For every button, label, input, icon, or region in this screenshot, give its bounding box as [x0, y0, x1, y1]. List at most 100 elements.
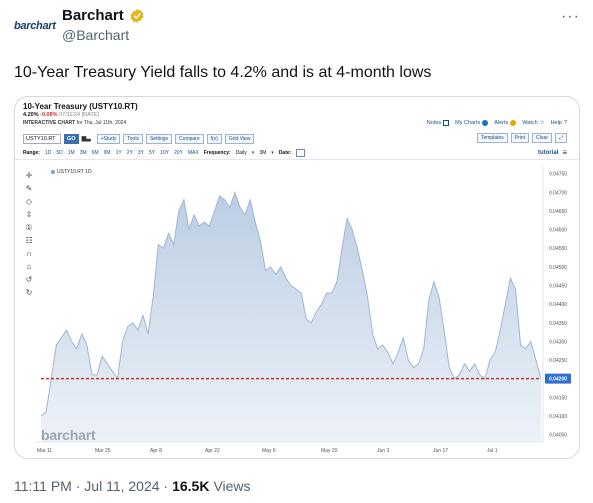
hamburger-menu-icon[interactable]: ≡ — [562, 148, 567, 157]
chart-subtitle-bold: INTERACTIVE CHART — [23, 120, 76, 126]
tweet-header: barchart Barchart @Barchart ··· — [14, 6, 580, 46]
x-tick-label: Jun 17 — [433, 448, 448, 454]
redo-icon[interactable]: ↻ — [25, 288, 33, 297]
range-max[interactable]: MAX — [187, 150, 199, 156]
compare-button[interactable]: Compare — [175, 133, 204, 144]
x-tick-label: Mar 25 — [95, 448, 111, 454]
range-1y[interactable]: 1Y — [115, 150, 122, 156]
alert-icon — [510, 120, 517, 126]
y-tick-label: 0.04300 — [549, 339, 567, 345]
notes-link[interactable]: Notes — [427, 120, 450, 126]
grid-view-button[interactable]: Grid View — [224, 133, 255, 144]
watch-link[interactable]: Watch ☆ — [522, 120, 544, 126]
y-tick-label: 0.04150 — [549, 395, 567, 401]
x-tick-label: Mar 11 — [37, 448, 52, 454]
chart-toolbar: GO ▆▃ +Study Tools Settings Compare f(x)… — [23, 133, 255, 144]
settings-button[interactable]: Settings — [145, 133, 173, 144]
date-label: Date: — [278, 150, 292, 156]
bar-chart-icon[interactable]: ▆▃ — [81, 136, 91, 142]
range-2y[interactable]: 2Y — [126, 150, 133, 156]
chart-subtitle-rest: for Thu, Jul 11th, 2024 — [76, 120, 127, 126]
calendar-icon[interactable] — [296, 149, 306, 157]
legend-swatch — [51, 170, 55, 174]
y-tick-label: 0.04600 — [549, 228, 567, 234]
range-3m[interactable]: 3M — [79, 150, 87, 156]
range-3y[interactable]: 3Y — [137, 150, 144, 156]
x-tick-label: Apr 8 — [150, 448, 162, 454]
chart-subtitle: INTERACTIVE CHART for Thu, Jul 11th, 202… — [23, 120, 126, 126]
range-20y[interactable]: 20Y — [173, 150, 183, 156]
tools-button[interactable]: Tools — [123, 133, 143, 144]
range-5d[interactable]: 5D — [56, 150, 63, 156]
y-tick-label: 0.04650 — [549, 209, 567, 215]
x-tick-label: Apr 22 — [205, 448, 220, 454]
frequency-select[interactable]: Daily — [235, 150, 247, 156]
templates-button[interactable]: Templates — [476, 133, 508, 143]
range-1m[interactable]: 1M — [67, 150, 75, 156]
shapes-icon[interactable]: ◇ — [25, 197, 33, 206]
author-handle[interactable]: @Barchart — [62, 27, 130, 43]
y-tick-label: 0.04100 — [549, 414, 567, 420]
measure-icon[interactable]: ⇳ — [25, 210, 33, 219]
range-label: Range: — [23, 150, 40, 156]
x-tick-label: Jun 3 — [377, 448, 389, 454]
chevron-down-icon[interactable]: ▾ — [251, 150, 255, 156]
fib-icon[interactable]: ① — [25, 223, 33, 232]
chart-title: 10-Year Treasury (USTY10.RT) — [23, 102, 138, 111]
study-button[interactable]: +Study — [96, 133, 121, 144]
range-9m[interactable]: 9M — [103, 150, 111, 156]
help-label: Help — [550, 120, 562, 126]
toolbar-divider — [15, 159, 579, 160]
chart-plot[interactable]: 0.04750 0.04700 0.04650 0.04600 0.04550 0.045… — [15, 160, 580, 459]
help-icon: ? — [563, 120, 567, 126]
tweet-timestamp[interactable]: 11:11 PM · Jul 11, 2024 · — [14, 478, 169, 494]
lock-icon[interactable]: ⌂ — [26, 262, 32, 271]
print-button[interactable]: Print — [510, 133, 530, 143]
y-tick-label: 0.04750 — [549, 172, 567, 178]
chevron-down-icon[interactable]: ▾ — [271, 150, 274, 156]
range-10y[interactable]: 10Y — [160, 150, 169, 156]
range-1d[interactable]: 1D — [44, 150, 52, 156]
author-display-name[interactable]: Barchart — [62, 7, 124, 24]
last-value-box — [545, 373, 571, 384]
alerts-label: Alerts — [494, 120, 509, 126]
y-tick-label: 0.04700 — [549, 190, 567, 196]
tutorial-label: tutorial — [537, 149, 559, 156]
my-charts-link[interactable]: My Charts — [455, 120, 489, 126]
yield-line — [40, 190, 542, 417]
more-options-icon[interactable]: ··· — [561, 8, 580, 25]
symbol-input[interactable] — [23, 133, 61, 144]
clear-button[interactable]: Clear — [532, 133, 552, 143]
chart-legend: USTY10.RT 1D — [51, 169, 92, 175]
magnet-icon[interactable]: ∩ — [26, 249, 32, 258]
barchart-watermark: barchart — [41, 427, 96, 443]
undo-icon[interactable]: ↺ — [25, 275, 33, 284]
y-tick-label: 0.04500 — [549, 265, 567, 271]
range-5y[interactable]: 5Y — [148, 150, 156, 156]
tweet-meta: 11:11 PM · Jul 11, 2024 · 16.5K Views — [14, 478, 251, 494]
go-button[interactable]: GO — [64, 133, 79, 144]
fx-button[interactable]: f(x) — [206, 133, 222, 144]
plus-circle-icon — [482, 120, 489, 126]
tutorial-link[interactable]: tutorial ≡ — [538, 148, 567, 157]
barchart-logo[interactable]: barchart — [14, 20, 56, 32]
yield-area — [41, 192, 541, 442]
pen-icon[interactable]: ✎ — [25, 184, 33, 193]
x-tick-label: May 20 — [321, 448, 338, 454]
expand-icon[interactable]: ⤢ — [554, 133, 567, 143]
drawing-tools-sidebar: ✛ ✎ ◇ ⇳ ① ☷ ∩ ⌂ ↺ ↻ — [21, 171, 37, 298]
period-select[interactable]: 3M — [259, 150, 267, 156]
alerts-link[interactable]: Alerts — [494, 120, 517, 126]
legend-label: USTY10.RT 1D — [57, 169, 92, 175]
verified-badge-icon — [130, 8, 144, 23]
crosshair-icon[interactable]: ✛ — [25, 171, 33, 180]
pattern-icon[interactable]: ☷ — [25, 236, 33, 245]
help-link[interactable]: Help? — [551, 120, 567, 126]
chart-links: Notes My Charts Alerts Watch ☆ Help? — [427, 120, 567, 126]
y-tick-label: 0.04050 — [549, 433, 567, 439]
range-6m[interactable]: 6M — [91, 150, 99, 156]
tweet-text: 10-Year Treasury Yield falls to 4.2% and… — [14, 64, 432, 81]
x-tick-label: Jul 1 — [487, 448, 498, 454]
chart-quote-line: 4.20% -0.08% 07/11/24 [RATE] — [23, 112, 99, 118]
tweet-media-chart[interactable]: 10-Year Treasury (USTY10.RT) 4.20% -0.08… — [14, 96, 580, 459]
